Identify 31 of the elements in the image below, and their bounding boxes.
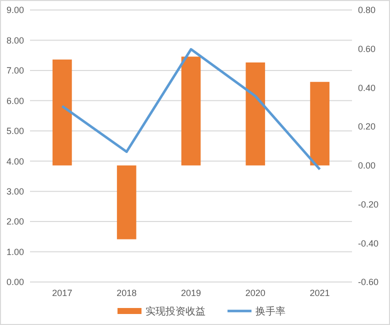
x-tick-label: 2017 [52,288,72,298]
bar [246,62,266,166]
y-tick-label: 5.00 [6,126,24,136]
y2-tick-label: 0.20 [358,122,376,132]
x-tick-label: 2019 [180,288,202,298]
y2-tick-label: 0.60 [358,44,376,54]
x-tick-label: 2021 [310,288,330,298]
y-tick-label: 9.00 [6,5,24,16]
y2-tick-label: -0.40 [358,238,379,248]
bar [116,165,136,240]
y2-tick-label: 0.00 [358,160,376,171]
y-tick-label: 3.00 [6,186,24,196]
y2-tick-label: 0.40 [358,82,376,93]
y2-tick-label: 0.80 [358,5,376,16]
y2-tick-label: -0.20 [358,199,379,210]
legend-label: 换手率 [256,306,286,318]
y-tick-label: 1.00 [6,246,24,257]
x-tick-label: 2018 [116,288,137,298]
y-tick-label: 8.00 [6,35,24,46]
legend-label: 实现投资收益 [146,306,206,318]
bar [310,82,330,166]
bar [52,60,72,166]
line-series [60,48,322,171]
bar [181,56,201,166]
x-tick-label: 2020 [245,288,266,298]
y-tick-label: 0.00 [6,277,24,288]
y-tick-label: 2.00 [6,216,24,227]
y2-tick-label: -0.60 [358,277,379,288]
y-tick-label: 7.00 [6,66,24,76]
y-tick-label: 4.00 [6,156,24,166]
y-tick-label: 6.00 [6,96,24,106]
